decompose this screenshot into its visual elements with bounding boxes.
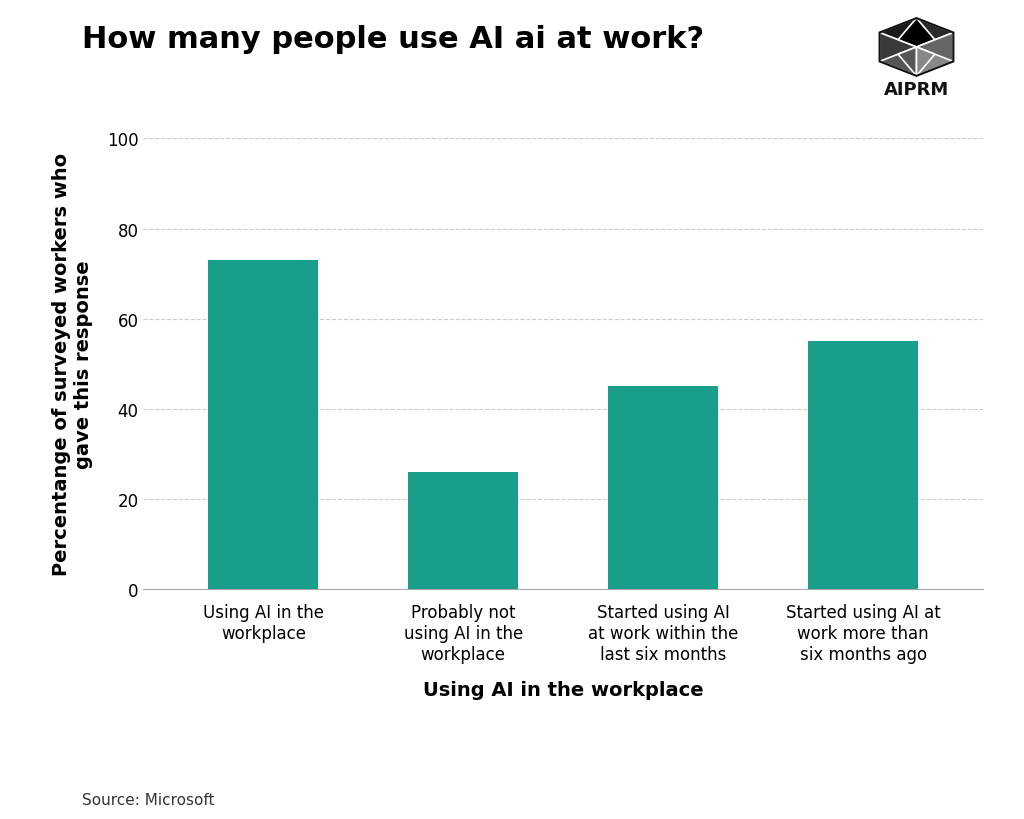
Bar — [208, 260, 318, 590]
Polygon shape — [898, 19, 935, 48]
Bar — [808, 342, 919, 590]
Text: Source: Microsoft: Source: Microsoft — [82, 792, 214, 807]
Y-axis label: Percentange of surveyed workers who
gave this response: Percentange of surveyed workers who gave… — [52, 153, 93, 576]
Polygon shape — [880, 34, 916, 77]
Bar — [608, 387, 718, 590]
Polygon shape — [880, 34, 916, 62]
Polygon shape — [898, 48, 916, 77]
Polygon shape — [880, 19, 916, 48]
Polygon shape — [916, 34, 953, 77]
Polygon shape — [916, 34, 953, 62]
Polygon shape — [880, 19, 953, 48]
Text: AIPRM: AIPRM — [884, 81, 949, 99]
Text: How many people use AI ai at work?: How many people use AI ai at work? — [82, 25, 705, 53]
Polygon shape — [916, 19, 953, 48]
X-axis label: Using AI in the workplace: Using AI in the workplace — [423, 680, 703, 699]
Polygon shape — [916, 48, 935, 77]
Bar — [409, 473, 518, 590]
